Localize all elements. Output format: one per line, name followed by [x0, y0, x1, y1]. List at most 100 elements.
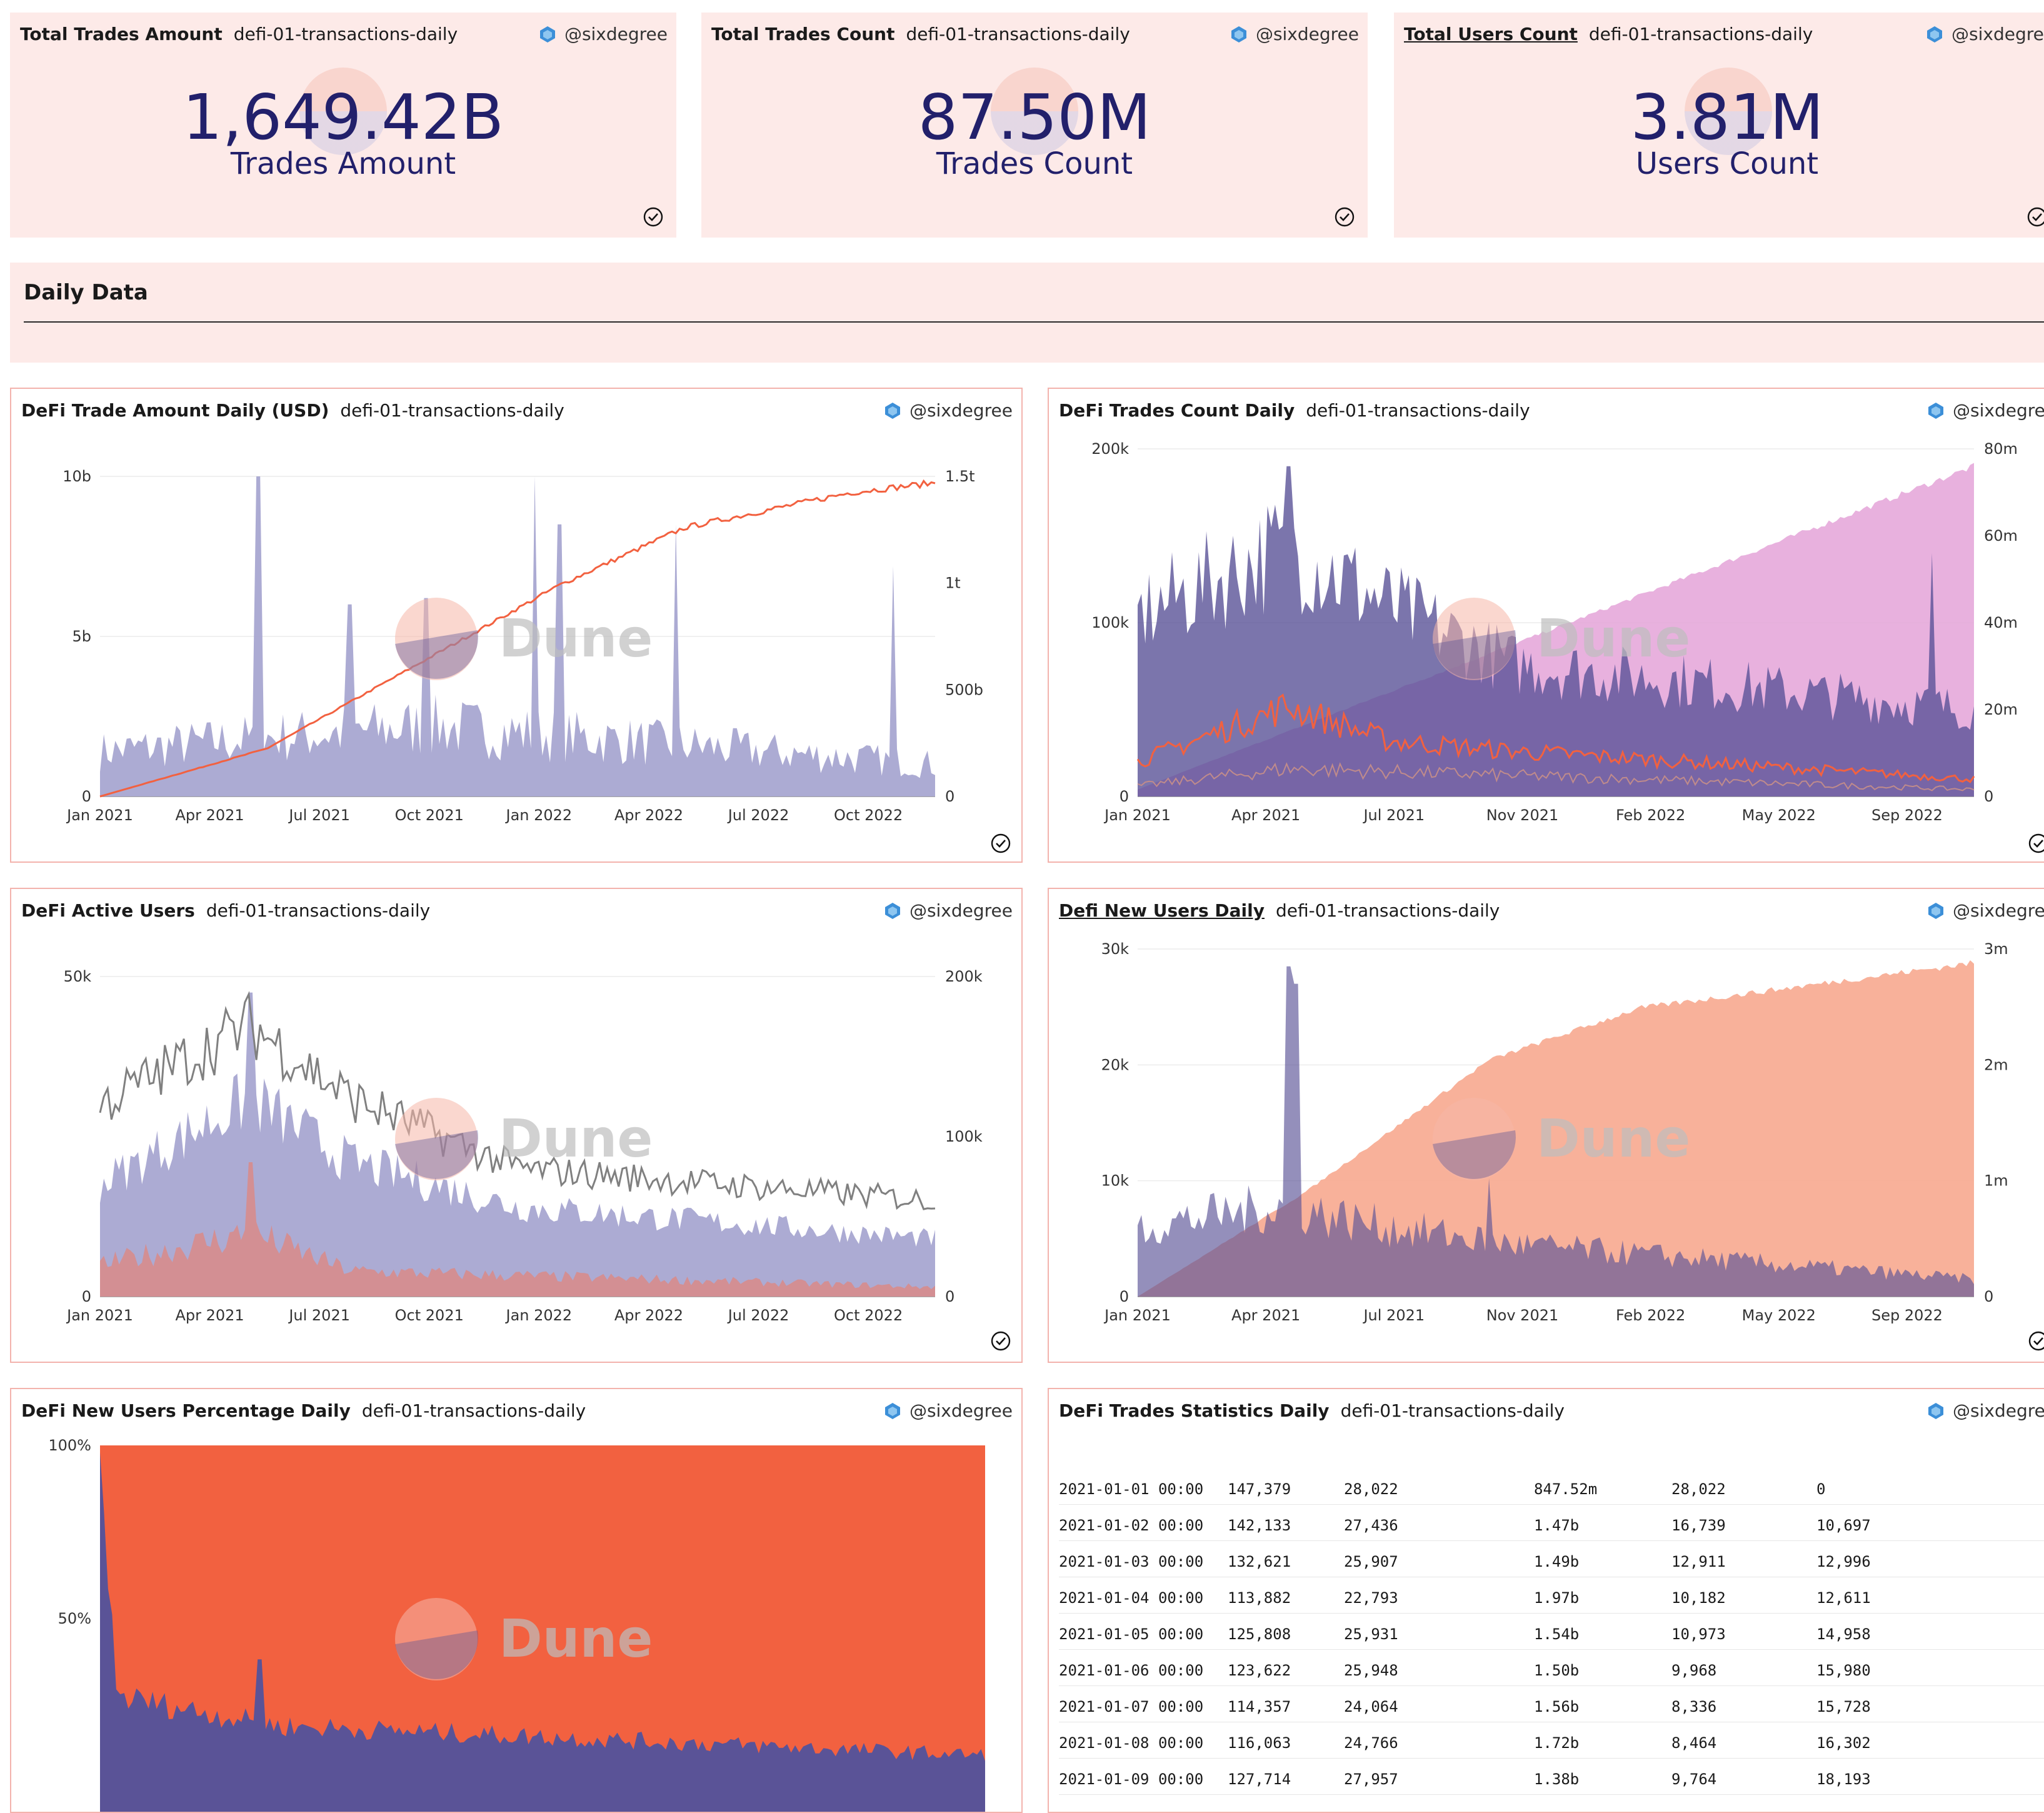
card-subtitle: defi-01-transactions-daily	[1306, 400, 1530, 421]
table-cell: 1.54b	[1534, 1625, 1580, 1643]
x-tick-label: Jul 2021	[1362, 806, 1425, 824]
table-cell: 2021-01-01 00:00	[1059, 1480, 1204, 1498]
card-subtitle: defi-01-transactions-daily	[233, 24, 458, 44]
x-tick-label: Jul 2022	[727, 806, 789, 824]
author-avatar-icon	[884, 1403, 900, 1419]
card-title[interactable]: Total Trades Amount	[20, 24, 223, 44]
x-tick-label: Jan 2021	[66, 806, 133, 824]
y2-tick-label: 1m	[1984, 1172, 2008, 1190]
dune-watermark: Dune	[499, 1608, 653, 1669]
table-cell: 847.52m	[1534, 1480, 1598, 1498]
table-cell: 16,739	[1671, 1517, 1726, 1534]
x-tick-label: Apr 2021	[1231, 806, 1300, 824]
author-link[interactable]: @sixdegree	[538, 24, 668, 44]
dune-watermark-dot-half	[395, 630, 478, 679]
section-header: Daily Data	[10, 263, 2044, 363]
table-cell: 2021-01-06 00:00	[1059, 1662, 1204, 1679]
table-cell: 12,996	[1816, 1553, 1871, 1570]
table-cell: 8,336	[1671, 1698, 1717, 1715]
card-title[interactable]: Total Trades Count	[711, 24, 895, 44]
card-subtitle: defi-01-transactions-daily	[1340, 1400, 1565, 1421]
chart-card-new-users[interactable]: Defi New Users Daily defi-01-transactions…	[1048, 888, 2044, 1363]
check-icon[interactable]	[2028, 833, 2044, 854]
author-link[interactable]: @sixdegree	[1926, 900, 2044, 921]
author-avatar-icon	[1928, 903, 1943, 919]
table-cell: 1.38b	[1534, 1770, 1580, 1788]
y-tick-label: 0	[1120, 1288, 1129, 1305]
section-divider	[24, 321, 2044, 323]
card-title[interactable]: DeFi Trades Statistics Daily	[1059, 1400, 1330, 1421]
y-tick-label: 0	[82, 788, 91, 805]
table-cell: 25,907	[1344, 1553, 1398, 1570]
counter-label: Trades Count	[936, 146, 1133, 181]
table-cell: 2021-01-05 00:00	[1059, 1625, 1204, 1643]
x-tick-label: Apr 2021	[175, 806, 244, 824]
chart-card-active-users[interactable]: DeFi Active Users defi-01-transactions-da…	[10, 888, 1023, 1363]
chart-plot[interactable]: 100% 50% Dune	[11, 1389, 1023, 1813]
chart-card-trades-count[interactable]: DeFi Trades Count Daily defi-01-transacti…	[1048, 388, 2044, 863]
card-title[interactable]: DeFi Trade Amount Daily (USD)	[21, 400, 329, 421]
counter-card-users-count[interactable]: Total Users Count defi-01-transactions-da…	[1394, 13, 2044, 238]
card-title[interactable]: Total Users Count	[1404, 24, 1578, 44]
y-tick-label: 20k	[1101, 1056, 1130, 1073]
check-icon[interactable]	[990, 1330, 1011, 1352]
author-link[interactable]: @sixdegree	[1925, 24, 2044, 44]
check-icon[interactable]	[643, 206, 664, 228]
table-cell: 114,357	[1228, 1698, 1291, 1715]
author-avatar-icon	[1928, 403, 1943, 419]
check-icon[interactable]	[1334, 206, 1355, 228]
y-tick-label: 50%	[58, 1610, 91, 1627]
dune-watermark: Dune	[1536, 608, 1690, 669]
author-link[interactable]: @sixdegree	[883, 400, 1013, 421]
card-title[interactable]: DeFi Trades Count Daily	[1059, 400, 1295, 421]
section-title: Daily Data	[24, 280, 148, 305]
x-tick-label: May 2022	[1742, 806, 1816, 824]
x-tick-label: Apr 2022	[614, 1307, 683, 1324]
chart-plot[interactable]: 0 50k 0 100k 200k Jan 2021 Apr 2021 Jul 2021 Oct…	[11, 889, 1023, 1363]
author-link[interactable]: @sixdegree	[883, 1400, 1013, 1421]
table-cell: 0	[1816, 1480, 1826, 1498]
author-link[interactable]: @sixdegree	[1926, 1400, 2044, 1421]
table-cell: 116,063	[1228, 1734, 1291, 1752]
author-link[interactable]: @sixdegree	[1926, 400, 2044, 421]
chart-plot[interactable]: 0 5b 10b 0 500b 1t 1.5t Jan 2021 Apr 2021 Jul 202…	[11, 389, 1023, 863]
check-icon[interactable]	[2028, 1330, 2044, 1352]
x-tick-label: Jul 2021	[1362, 1307, 1425, 1324]
chart-plot[interactable]: 0 10k 20k 30k 0 1m 2m 3m Jan 2021 Apr 2021 Jul 202…	[1049, 889, 2044, 1363]
card-title[interactable]: Defi New Users Daily	[1059, 900, 1265, 921]
x-tick-label: Jan 2022	[505, 806, 573, 824]
dune-watermark-dot	[1433, 598, 1515, 680]
table-cell: 1.72b	[1534, 1734, 1580, 1752]
y2-tick-label: 0	[945, 788, 954, 805]
y2-tick-label: 0	[1984, 788, 1993, 805]
table-cell: 28,022	[1671, 1480, 1726, 1498]
card-title[interactable]: DeFi Active Users	[21, 900, 195, 921]
table-cell: 2021-01-08 00:00	[1059, 1734, 1204, 1752]
chart-plot[interactable]: 0 100k 200k 0 20m 40m 60m 80m Jan 2021 Apr 2021 Ju…	[1049, 389, 2044, 863]
card-title[interactable]: DeFi New Users Percentage Daily	[21, 1400, 351, 1421]
x-tick-label: Feb 2022	[1616, 1307, 1685, 1324]
table-cell: 2021-01-09 00:00	[1059, 1770, 1204, 1788]
x-tick-label: Jul 2021	[288, 806, 350, 824]
series-trade-amount-area	[100, 476, 935, 796]
table-cell: 24,766	[1344, 1734, 1398, 1752]
x-tick-label: Jul 2022	[727, 1307, 789, 1324]
series-cumulative-amount-line	[99, 479, 936, 798]
author-link[interactable]: @sixdegree	[1230, 24, 1359, 44]
table-cell: 113,882	[1228, 1589, 1291, 1607]
table-card-trades-statistics[interactable]: DeFi Trades Statistics Daily defi-01-tran…	[1048, 1388, 2044, 1813]
counter-card-trades-count[interactable]: Total Trades Count defi-01-transactions-d…	[701, 13, 1368, 238]
chart-card-new-users-pct[interactable]: DeFi New Users Percentage Daily defi-01-t…	[10, 1388, 1023, 1813]
dune-watermark-dot	[395, 1598, 478, 1680]
author-link[interactable]: @sixdegree	[883, 900, 1013, 921]
x-tick-label: Apr 2022	[614, 806, 683, 824]
x-tick-label: Jan 2022	[505, 1307, 573, 1324]
counter-card-trades-amount[interactable]: Total Trades Amount defi-01-transactions-…	[10, 13, 676, 238]
x-tick-label: Feb 2022	[1616, 806, 1685, 824]
check-icon[interactable]	[2026, 206, 2044, 228]
chart-card-trade-amount[interactable]: DeFi Trade Amount Daily (USD) defi-01-tra…	[10, 388, 1023, 863]
y2-tick-label: 1t	[945, 575, 961, 592]
table-cell: 2021-01-07 00:00	[1059, 1698, 1204, 1715]
check-icon[interactable]	[990, 833, 1011, 854]
x-tick-label: Jan 2021	[1103, 806, 1171, 824]
